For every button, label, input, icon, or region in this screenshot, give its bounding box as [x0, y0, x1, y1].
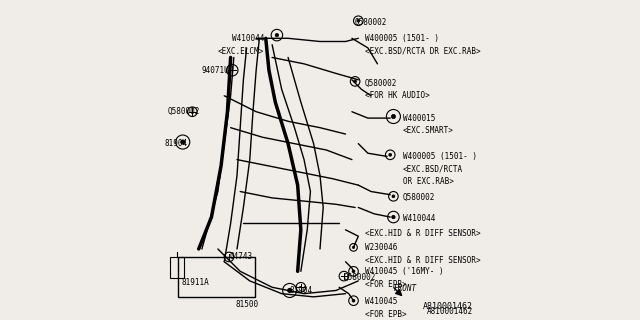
Text: W230046: W230046: [365, 243, 397, 252]
Circle shape: [352, 299, 355, 302]
Text: <FOR EPB>: <FOR EPB>: [365, 280, 406, 289]
Text: 81904: 81904: [164, 139, 188, 148]
Text: 94071U: 94071U: [201, 66, 229, 75]
Text: FRONT: FRONT: [394, 284, 417, 293]
Text: <EXC.HID & R DIFF SENSOR>: <EXC.HID & R DIFF SENSOR>: [365, 256, 480, 265]
Circle shape: [392, 215, 395, 219]
Text: W400015: W400015: [403, 114, 435, 123]
Text: A810001462: A810001462: [427, 307, 473, 316]
Text: <EXC.ELCM>: <EXC.ELCM>: [218, 47, 264, 56]
Circle shape: [392, 195, 395, 198]
Text: 81500: 81500: [235, 300, 258, 309]
Text: Q580002: Q580002: [344, 273, 376, 282]
Circle shape: [357, 19, 360, 22]
Circle shape: [352, 270, 355, 273]
Text: <EXC.BSD/RCTA DR EXC.RAB>: <EXC.BSD/RCTA DR EXC.RAB>: [365, 47, 480, 56]
Text: Q580002: Q580002: [168, 107, 200, 116]
Circle shape: [391, 114, 396, 119]
Text: 04743: 04743: [229, 252, 252, 261]
Text: 81904: 81904: [289, 286, 312, 295]
Text: 81911A: 81911A: [181, 278, 209, 287]
Circle shape: [275, 33, 278, 37]
Text: W410045 ('16MY- ): W410045 ('16MY- ): [365, 267, 444, 276]
Circle shape: [353, 246, 355, 249]
Text: W400005 (1501- ): W400005 (1501- ): [403, 152, 477, 161]
Text: <EXC.HID & R DIFF SENSOR>: <EXC.HID & R DIFF SENSOR>: [365, 228, 480, 237]
Circle shape: [354, 80, 356, 83]
Text: OR EXC.RAB>: OR EXC.RAB>: [403, 178, 454, 187]
Circle shape: [287, 288, 292, 293]
Text: A810001462: A810001462: [423, 302, 473, 311]
Circle shape: [388, 153, 392, 156]
Text: W410044: W410044: [232, 34, 264, 43]
Text: <FOR EPB>: <FOR EPB>: [365, 310, 406, 319]
Text: <EXC.BSD/RCTA: <EXC.BSD/RCTA: [403, 165, 463, 174]
Text: Q580002: Q580002: [355, 18, 387, 27]
Text: Q580002: Q580002: [403, 193, 435, 203]
Text: <FOR HK AUDIO>: <FOR HK AUDIO>: [365, 91, 429, 100]
Text: W410044: W410044: [403, 214, 435, 223]
Text: Q580002: Q580002: [365, 78, 397, 87]
Circle shape: [180, 140, 186, 145]
Text: W410045: W410045: [365, 297, 397, 306]
Text: W400005 (1501- ): W400005 (1501- ): [365, 34, 438, 43]
Text: <EXC.SMART>: <EXC.SMART>: [403, 126, 454, 135]
